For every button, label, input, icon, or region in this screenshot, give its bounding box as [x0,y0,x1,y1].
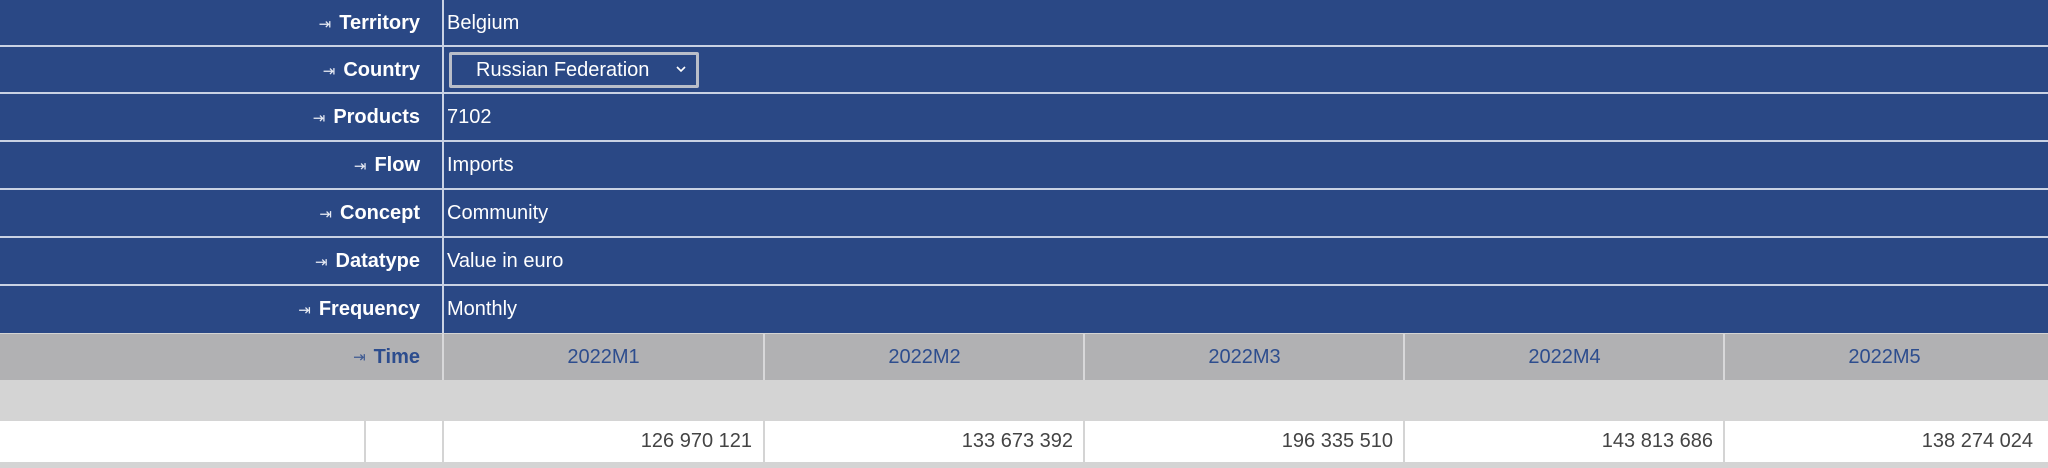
column-divider [442,47,444,94]
pivot-arrow-icon[interactable]: ⇥ [353,349,366,366]
filter-row-datatype: ⇥ Datatype Value in euro [0,238,2048,285]
time-header-row: ⇥ Time 2022M1 2022M2 2022M3 2022M4 2022M… [0,334,2048,380]
filter-label-flow[interactable]: ⇥ Flow [0,142,440,189]
filter-value-datatype: Value in euro [447,250,564,272]
row-divider [0,92,2048,94]
filter-label-text: Concept [340,202,420,224]
column-divider [1723,334,1725,380]
column-divider [442,94,444,141]
filter-label-concept[interactable]: ⇥ Concept [0,190,440,237]
column-divider [442,238,444,285]
column-divider [364,421,366,462]
column-divider [1403,421,1405,462]
column-divider [1083,421,1085,462]
data-cell: 143 813 686 [1601,430,1713,452]
filter-row-concept: ⇥ Concept Community [0,190,2048,237]
country-select-value: Russian Federation [476,58,650,81]
time-label-text: Time [373,345,420,368]
row-divider [0,236,2048,238]
data-cell: 126 970 121 [640,430,752,452]
column-divider [442,421,444,462]
filter-row-products: ⇥ Products 7102 [0,94,2048,141]
filter-value-products: 7102 [447,106,492,128]
column-divider [763,334,765,380]
filter-value-frequency: Monthly [447,298,518,320]
row-divider [0,45,2048,47]
data-cell: 196 335 510 [1281,430,1393,452]
filter-label-text: Territory [339,12,420,34]
row-divider [0,140,2048,142]
filter-label-text: Frequency [318,298,420,320]
filter-value-territory: Belgium [447,12,520,34]
filter-label-datatype[interactable]: ⇥ Datatype [0,238,440,285]
filter-label-text: Products [333,106,420,128]
time-period-header: 2022M2 [888,345,961,368]
column-divider [763,421,765,462]
data-row: 126 970 121 133 673 392 196 335 510 143 … [0,421,2048,462]
time-period-header: 2022M4 [1528,345,1601,368]
time-period-header: 2022M1 [567,345,640,368]
filter-label-territory[interactable]: ⇥ Territory [0,0,440,47]
time-period-header: 2022M3 [1208,345,1281,368]
filter-value-flow: Imports [447,154,514,176]
pivot-arrow-icon[interactable]: ⇥ [298,301,311,319]
data-cell: 133 673 392 [961,430,1073,452]
pivot-arrow-icon[interactable]: ⇥ [318,15,332,33]
column-divider [442,0,444,47]
column-divider [1083,334,1085,380]
pivot-arrow-icon[interactable]: ⇥ [319,205,332,223]
column-divider [442,334,444,380]
pivot-arrow-icon[interactable]: ⇥ [322,62,336,80]
filter-label-text: Flow [374,154,420,176]
filter-label-text: Country [343,59,420,81]
filter-label-text: Datatype [335,250,420,272]
filter-row-frequency: ⇥ Frequency Monthly [0,286,2048,333]
data-cell: 138 274 024 [1921,430,2033,452]
pivot-arrow-icon[interactable]: ⇥ [353,157,367,175]
filter-label-frequency[interactable]: ⇥ Frequency [0,286,440,333]
row-divider [0,188,2048,190]
column-divider [442,190,444,237]
column-divider [442,142,444,189]
filter-row-flow: ⇥ Flow Imports [0,142,2048,189]
filter-label-products[interactable]: ⇥ Products [0,94,440,141]
pivot-arrow-icon[interactable]: ⇥ [312,109,326,127]
filter-row-territory: ⇥ Territory Belgium [0,0,2048,47]
column-divider [442,286,444,333]
filter-row-country: ⇥ Country Russian Federation [0,47,2048,94]
time-period-header: 2022M5 [1848,345,1921,368]
chevron-down-icon [676,66,686,73]
pivot-arrow-icon[interactable]: ⇥ [314,253,328,271]
column-divider [1723,421,1725,462]
filter-label-country[interactable]: ⇥ Country [0,47,440,94]
time-dimension-label[interactable]: ⇥ Time [0,334,440,380]
column-divider [1403,334,1405,380]
country-select[interactable]: Russian Federation [449,52,699,88]
row-divider [0,284,2048,286]
filter-value-concept: Community [447,202,549,224]
